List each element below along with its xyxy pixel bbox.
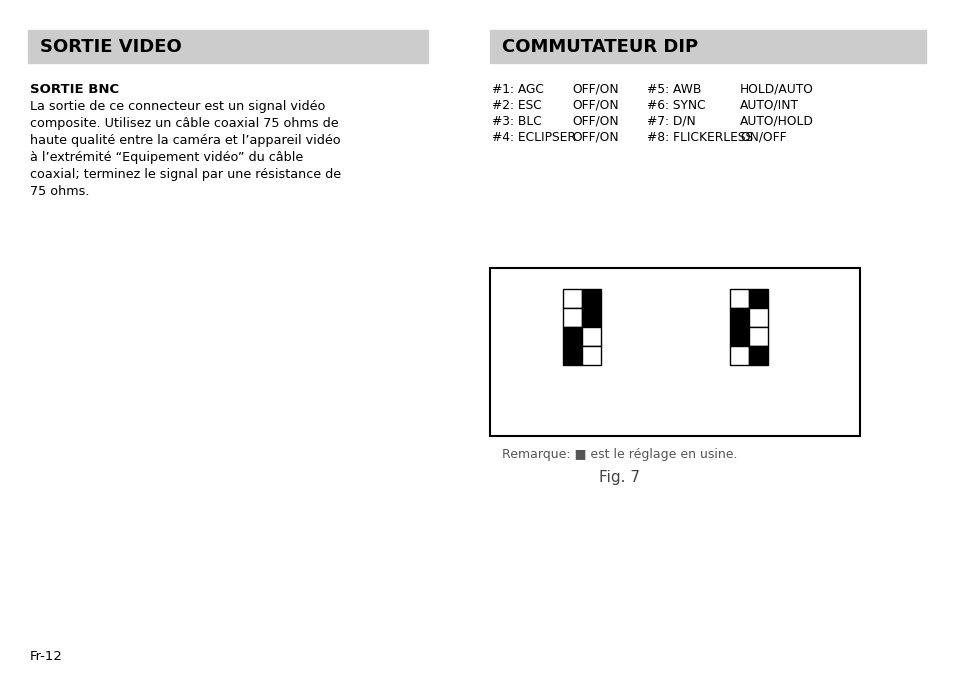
- Bar: [562, 346, 581, 365]
- Text: #4: ECLIPSER: #4: ECLIPSER: [492, 131, 576, 144]
- Text: #7: D/N: #7: D/N: [646, 115, 695, 128]
- Bar: [581, 346, 600, 365]
- Bar: [490, 30, 925, 63]
- Text: #8: FLICKERLESS: #8: FLICKERLESS: [646, 131, 752, 144]
- Bar: [28, 30, 428, 63]
- Text: OFF/ON: OFF/ON: [572, 83, 618, 96]
- Bar: [748, 289, 767, 308]
- Text: COMMUTATEUR DIP: COMMUTATEUR DIP: [501, 37, 698, 56]
- Text: Fig. 7: Fig. 7: [598, 470, 639, 485]
- Text: SORTIE BNC: SORTIE BNC: [30, 83, 119, 96]
- Bar: [729, 346, 748, 365]
- Text: #2: ESC: #2: ESC: [492, 99, 541, 112]
- Text: AUTO/INT: AUTO/INT: [740, 99, 799, 112]
- Bar: [748, 308, 767, 327]
- Text: OFF/ON: OFF/ON: [572, 131, 618, 144]
- Text: #6: SYNC: #6: SYNC: [646, 99, 705, 112]
- Text: OFF/ON: OFF/ON: [572, 115, 618, 128]
- Text: ON/OFF: ON/OFF: [740, 131, 786, 144]
- Bar: [748, 327, 767, 346]
- Text: haute qualité entre la caméra et l’appareil vidéo: haute qualité entre la caméra et l’appar…: [30, 134, 340, 147]
- Text: 75 ohms.: 75 ohms.: [30, 185, 90, 198]
- Text: Remarque: ■ est le réglage en usine.: Remarque: ■ est le réglage en usine.: [501, 448, 737, 461]
- Bar: [490, 268, 859, 436]
- Bar: [729, 308, 748, 327]
- Text: SORTIE VIDEO: SORTIE VIDEO: [40, 37, 182, 56]
- Bar: [748, 346, 767, 365]
- Text: La sortie de ce connecteur est un signal vidéo: La sortie de ce connecteur est un signal…: [30, 100, 325, 113]
- Text: composite. Utilisez un câble coaxial 75 ohms de: composite. Utilisez un câble coaxial 75 …: [30, 117, 338, 130]
- Text: Fr-12: Fr-12: [30, 650, 63, 663]
- Text: HOLD/AUTO: HOLD/AUTO: [740, 83, 813, 96]
- Bar: [562, 289, 581, 308]
- Text: coaxial; terminez le signal par une résistance de: coaxial; terminez le signal par une rési…: [30, 168, 341, 181]
- Bar: [729, 289, 748, 308]
- Bar: [581, 327, 600, 346]
- Text: OFF/ON: OFF/ON: [572, 99, 618, 112]
- Text: #3: BLC: #3: BLC: [492, 115, 541, 128]
- Text: #5: AWB: #5: AWB: [646, 83, 700, 96]
- Bar: [562, 308, 581, 327]
- Bar: [581, 289, 600, 308]
- Text: AUTO/HOLD: AUTO/HOLD: [740, 115, 813, 128]
- Bar: [581, 308, 600, 327]
- Text: #1: AGC: #1: AGC: [492, 83, 543, 96]
- Bar: [729, 327, 748, 346]
- Bar: [562, 327, 581, 346]
- Text: à l’extrémité “Equipement vidéo” du câble: à l’extrémité “Equipement vidéo” du câbl…: [30, 151, 303, 164]
